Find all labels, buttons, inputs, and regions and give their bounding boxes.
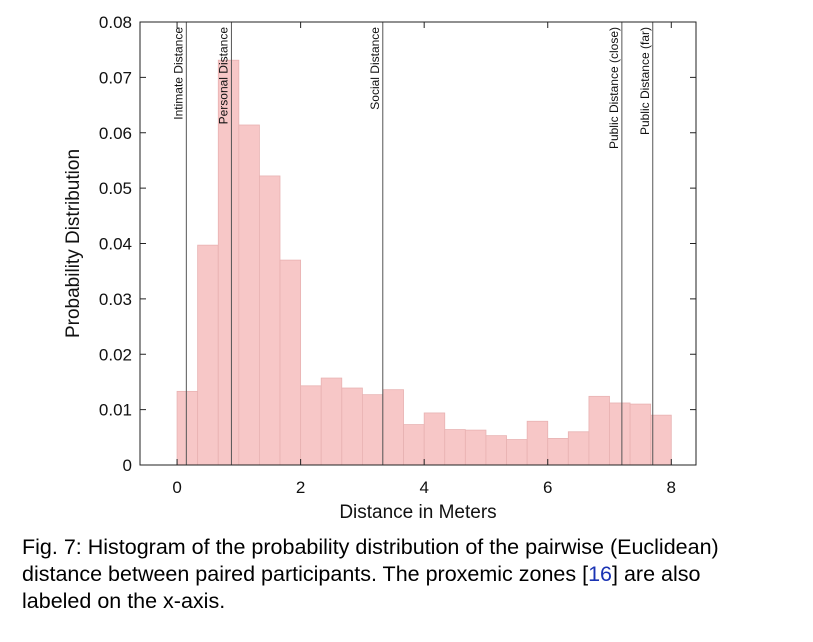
- zone-label: Social Distance: [368, 27, 382, 110]
- x-tick-label: 0: [172, 478, 181, 497]
- histogram-bar: [526, 420, 549, 466]
- histogram-bar: [341, 387, 363, 466]
- y-tick-label: 0.02: [99, 345, 132, 364]
- y-tick-label: 0: [123, 456, 132, 475]
- histogram-bar: [300, 385, 322, 466]
- histogram-bar: [609, 402, 631, 466]
- histogram-bar: [506, 439, 528, 466]
- zone-label: Public Distance (far): [638, 27, 652, 135]
- y-tick-label: 0.06: [99, 124, 132, 143]
- histogram-bar: [444, 429, 466, 466]
- x-tick-label: 6: [543, 478, 552, 497]
- y-tick-label: 0.04: [99, 235, 132, 254]
- zone-label: Public Distance (close): [607, 27, 621, 149]
- histogram-bar: [320, 377, 343, 466]
- zone-label: Personal Distance: [216, 27, 230, 125]
- zone-label: Intimate Distance: [171, 27, 185, 120]
- y-tick-label: 0.03: [99, 290, 132, 309]
- histogram-bar: [547, 438, 569, 466]
- y-tick-label: 0.07: [99, 68, 132, 87]
- y-tick-label: 0.08: [99, 13, 132, 32]
- histogram-bar: [197, 244, 219, 466]
- histogram-bar: [259, 175, 281, 466]
- caption-line-2-start: distance between paired participants. Th…: [22, 562, 589, 586]
- y-tick-label: 0.05: [99, 179, 132, 198]
- histogram-bar: [361, 394, 384, 466]
- histogram-bars: [176, 59, 672, 466]
- x-tick-label: 2: [296, 478, 305, 497]
- figure-caption: Fig. 7: Histogram of the probability dis…: [22, 534, 807, 615]
- histogram-bar: [403, 424, 425, 466]
- y-tick-label: 0.01: [99, 401, 132, 420]
- histogram-bar: [629, 403, 652, 466]
- histogram-bar: [176, 390, 199, 466]
- histogram-bar: [650, 414, 672, 466]
- histogram-bar: [464, 429, 487, 466]
- histogram-bar: [567, 431, 590, 466]
- proxemic-zone-lines: Intimate Distance Personal Distance Social…: [171, 22, 654, 465]
- axis-ticks: 0 2 4 6 8 0 0.01 0.02 0.03 0.04 0.05 0.06 0.07 0.08: [99, 13, 696, 497]
- caption-line-1: Fig. 7: Histogram of the probability dis…: [22, 535, 719, 559]
- caption-line-2: distance between paired participants. Th…: [22, 561, 807, 588]
- histogram-bar: [588, 395, 610, 466]
- histogram-bar: [279, 259, 302, 466]
- y-axis-title: Probability Distribution: [63, 149, 84, 338]
- x-tick-label: 4: [419, 478, 428, 497]
- x-tick-label: 8: [667, 478, 676, 497]
- histogram-bar: [423, 412, 446, 466]
- histogram-bar: [238, 124, 260, 466]
- histogram-bar: [485, 435, 507, 466]
- x-axis-title: Distance in Meters: [339, 502, 496, 523]
- citation-link[interactable]: 16: [588, 562, 613, 586]
- histogram-chart: Intimate Distance Personal Distance Social…: [63, 13, 697, 523]
- caption-line-3: labeled on the x-axis.: [22, 589, 226, 613]
- caption-line-2-end: ] are also: [612, 562, 701, 586]
- histogram-bar: [382, 389, 404, 466]
